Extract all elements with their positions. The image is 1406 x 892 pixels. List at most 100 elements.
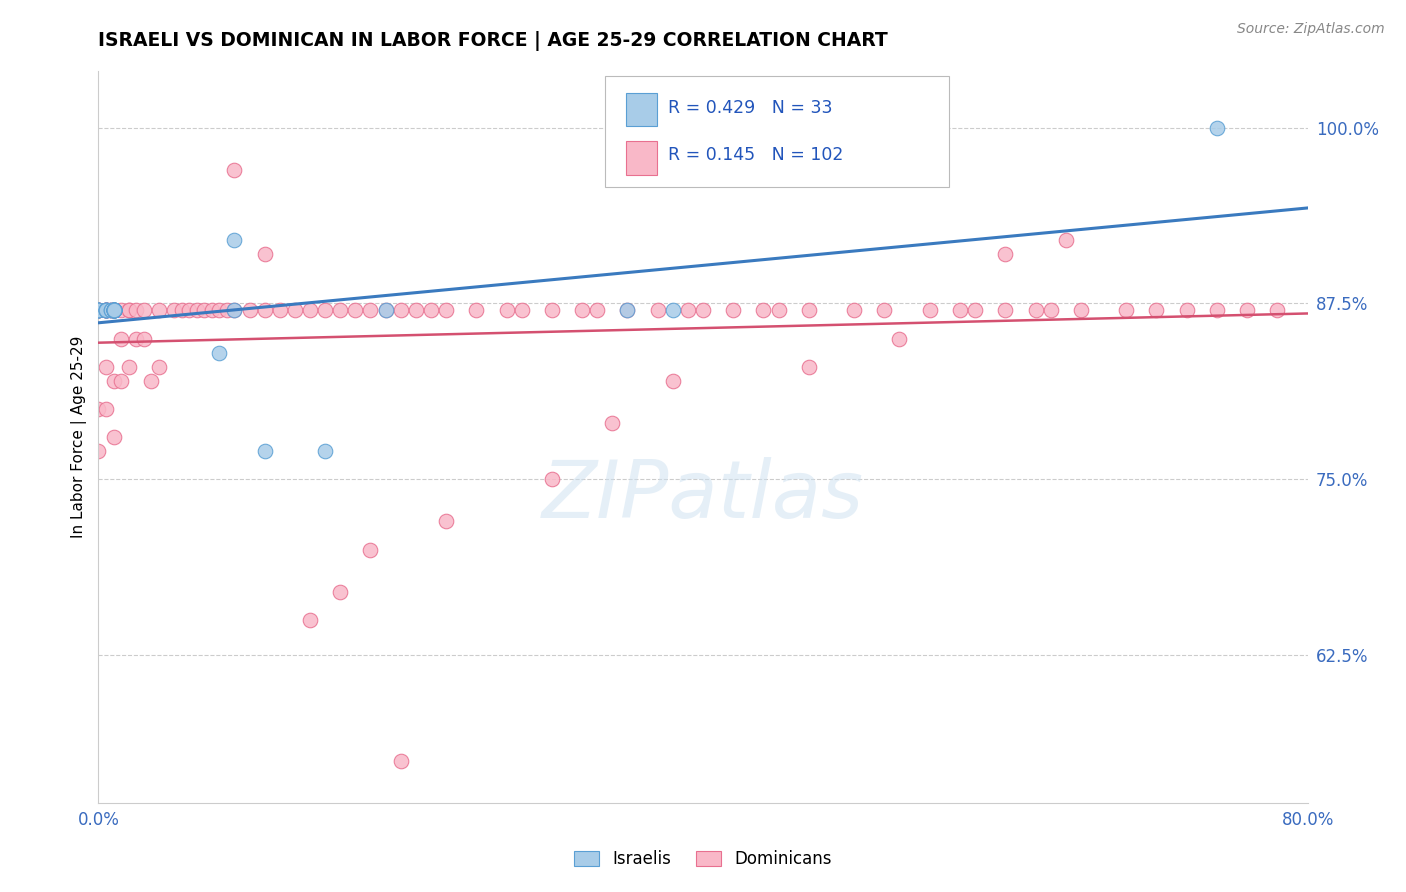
Point — [1070, 303, 1092, 318]
Point — [994, 247, 1017, 261]
Point — [647, 303, 669, 318]
Text: ISRAELI VS DOMINICAN IN LABOR FORCE | AGE 25-29 CORRELATION CHART: ISRAELI VS DOMINICAN IN LABOR FORCE | AG… — [98, 31, 889, 51]
Point — [602, 416, 624, 430]
Point — [510, 303, 533, 318]
Point — [360, 542, 382, 557]
Point — [87, 303, 110, 318]
Point — [94, 303, 117, 318]
Point — [87, 303, 110, 318]
Point — [1054, 233, 1077, 247]
Point — [299, 613, 322, 627]
Point — [103, 303, 125, 318]
Point — [103, 303, 125, 318]
Point — [284, 303, 307, 318]
Point — [125, 303, 148, 318]
Point — [94, 303, 117, 318]
Point — [87, 303, 110, 318]
Point — [87, 401, 110, 416]
Point — [586, 303, 609, 318]
Y-axis label: In Labor Force | Age 25-29: In Labor Force | Age 25-29 — [72, 336, 87, 538]
Point — [692, 303, 714, 318]
Point — [94, 303, 117, 318]
Point — [208, 303, 231, 318]
Point — [844, 303, 866, 318]
Point — [103, 303, 125, 318]
Point — [94, 303, 117, 318]
Point — [918, 303, 941, 318]
Point — [661, 374, 683, 388]
Point — [405, 303, 427, 318]
Point — [87, 303, 110, 318]
Point — [1024, 303, 1046, 318]
Point — [540, 303, 562, 318]
Point — [94, 303, 117, 318]
Point — [797, 303, 820, 318]
Point — [87, 303, 110, 318]
Point — [94, 303, 117, 318]
Point — [889, 332, 911, 346]
Point — [299, 303, 322, 318]
Point — [1144, 303, 1167, 318]
Point — [103, 303, 125, 318]
Point — [103, 303, 125, 318]
Point — [132, 303, 155, 318]
Point — [1267, 303, 1289, 318]
Point — [94, 303, 117, 318]
Point — [965, 303, 987, 318]
Point — [87, 303, 110, 318]
Point — [118, 303, 141, 318]
Point — [1206, 303, 1229, 318]
Point — [269, 303, 291, 318]
Point — [103, 303, 125, 318]
Point — [94, 303, 117, 318]
Point — [163, 303, 186, 318]
Point — [103, 303, 125, 318]
Point — [314, 303, 336, 318]
Point — [360, 303, 382, 318]
Point — [118, 359, 141, 374]
Point — [94, 303, 117, 318]
Text: ZIPatlas: ZIPatlas — [541, 457, 865, 534]
Point — [94, 303, 117, 318]
Point — [1206, 120, 1229, 135]
Point — [100, 303, 122, 318]
Point — [723, 303, 745, 318]
Point — [94, 359, 117, 374]
Point — [87, 303, 110, 318]
Point — [103, 303, 125, 318]
Point — [374, 303, 396, 318]
Point — [224, 303, 246, 318]
Point — [1115, 303, 1137, 318]
Legend: Israelis, Dominicans: Israelis, Dominicans — [567, 844, 839, 875]
Point — [661, 303, 683, 318]
Point — [100, 303, 122, 318]
Point — [100, 303, 122, 318]
Point — [94, 303, 117, 318]
Point — [374, 303, 396, 318]
Point — [110, 374, 132, 388]
Point — [186, 303, 208, 318]
Point — [100, 303, 122, 318]
Point — [110, 332, 132, 346]
Point — [768, 303, 790, 318]
Point — [389, 754, 412, 768]
Point — [87, 444, 110, 458]
Point — [949, 303, 972, 318]
Point — [87, 303, 110, 318]
Point — [148, 303, 170, 318]
Point — [616, 303, 638, 318]
Point — [87, 303, 110, 318]
Point — [179, 303, 201, 318]
Point — [103, 303, 125, 318]
Point — [1175, 303, 1198, 318]
Point — [103, 303, 125, 318]
Point — [1236, 303, 1258, 318]
Point — [103, 374, 125, 388]
Point — [571, 303, 593, 318]
Text: R = 0.145   N = 102: R = 0.145 N = 102 — [668, 146, 844, 164]
Point — [125, 332, 148, 346]
Point — [994, 303, 1017, 318]
Point — [132, 332, 155, 346]
Point — [797, 359, 820, 374]
Point — [103, 303, 125, 318]
